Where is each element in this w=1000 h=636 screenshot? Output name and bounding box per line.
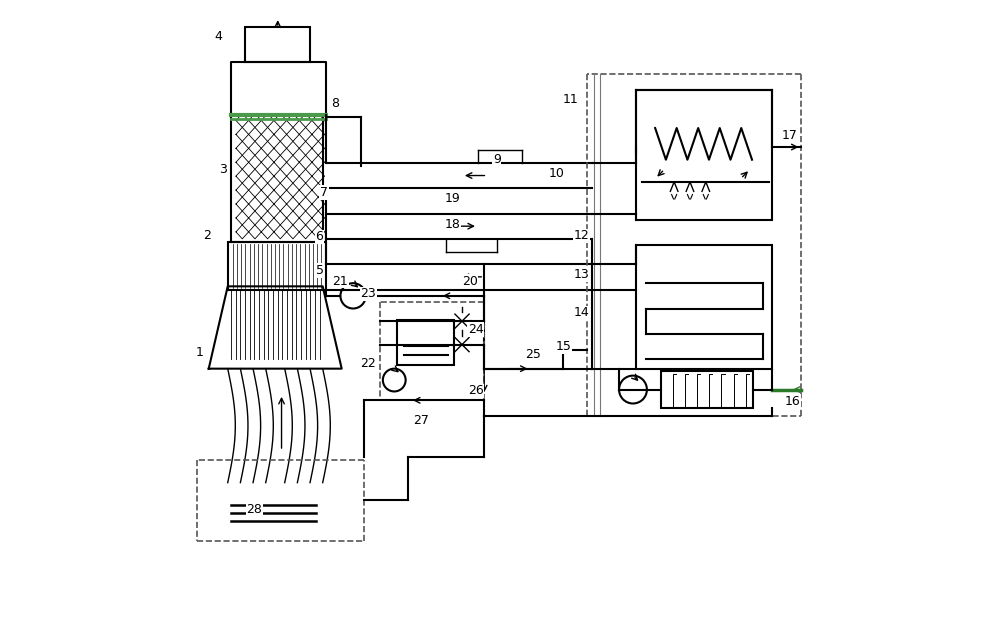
Polygon shape	[209, 286, 342, 369]
Text: 22: 22	[360, 357, 376, 370]
Text: 28: 28	[246, 502, 262, 516]
Text: 8: 8	[331, 97, 339, 111]
Text: 25: 25	[525, 349, 541, 361]
Text: 4: 4	[214, 30, 222, 43]
Text: 26: 26	[468, 384, 484, 398]
Bar	[636, 245, 772, 369]
Bar	[397, 320, 454, 366]
Text: 6: 6	[316, 230, 323, 244]
Text: 12: 12	[573, 229, 589, 242]
Bar	[661, 371, 753, 408]
Text: 16: 16	[785, 395, 800, 408]
Text: 14: 14	[573, 307, 589, 319]
Text: 19: 19	[445, 193, 460, 205]
Text: 1: 1	[195, 347, 203, 359]
Text: 27: 27	[413, 414, 429, 427]
Text: 17: 17	[782, 129, 798, 142]
Text: 7: 7	[320, 186, 328, 199]
Text: 9: 9	[493, 153, 501, 166]
Text: 20: 20	[462, 275, 478, 287]
Text: 3: 3	[219, 163, 227, 176]
Text: 13: 13	[573, 268, 589, 282]
Text: 23: 23	[360, 287, 376, 300]
Text: 21: 21	[333, 275, 348, 287]
Text: 11: 11	[563, 93, 579, 106]
Text: 18: 18	[445, 218, 460, 231]
Text: 5: 5	[316, 264, 324, 277]
Text: 15: 15	[555, 340, 571, 353]
Bar	[245, 27, 310, 62]
Bar	[228, 242, 326, 289]
Text: 10: 10	[549, 167, 565, 180]
Text: 24: 24	[468, 323, 484, 336]
Bar	[231, 115, 323, 242]
Bar	[636, 90, 772, 220]
Text: 2: 2	[204, 229, 211, 242]
